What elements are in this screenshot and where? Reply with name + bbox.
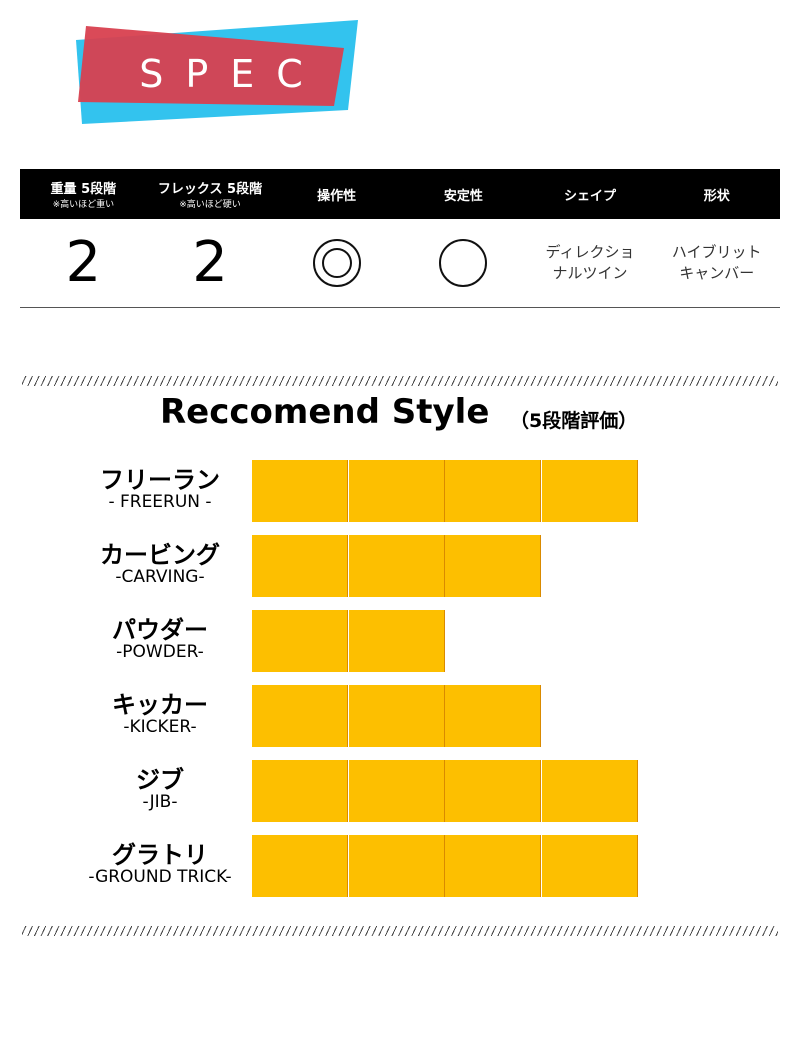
bar-segment (348, 460, 445, 522)
bar-segment (348, 760, 445, 822)
spec-header-label: 安定性 (443, 188, 483, 204)
category-label-en: -KICKER- (123, 717, 197, 737)
form-line1: ハイブリット (671, 243, 762, 261)
chart-title: Reccomend Style (160, 392, 490, 432)
bar-segment (541, 835, 638, 897)
chart-row: フリーラン - FREERUN - (0, 460, 800, 522)
bar-segment (445, 835, 541, 897)
bar-segment (541, 460, 638, 522)
bar-segment (252, 685, 348, 747)
chart-subtitle: （5段階評価） (510, 410, 638, 432)
category-label-jp: キッカー (112, 691, 208, 719)
spec-header: 操作性 (273, 169, 400, 219)
category-label-en: -GROUND TRICK- (88, 867, 232, 887)
category-label-jp: パウダー (112, 616, 208, 644)
spec-header: フレックス 5段階 ※高いほど硬い (147, 169, 274, 219)
logo-banner (76, 20, 358, 124)
bar-segment (252, 535, 348, 597)
spec-table: 重量 5段階 ※高いほど重い フレックス 5段階 ※高いほど硬い 操作性 安定性 シェイプ 形… (20, 169, 780, 308)
category-label-jp: カービング (100, 541, 220, 569)
chart-row: カービング -CARVING- (0, 535, 800, 597)
bar-segment (348, 835, 445, 897)
chart-row: キッカー -KICKER- (0, 685, 800, 747)
spec-header-label: 操作性 (317, 188, 357, 204)
bar-segment (445, 460, 541, 522)
category-label-en: - FREERUN - (108, 492, 212, 512)
bar-segment (348, 610, 445, 672)
category-label-en: -JIB- (142, 792, 178, 812)
bar-segment (252, 610, 348, 672)
spec-header: シェイプ (527, 169, 654, 219)
spec-header: 重量 5段階 ※高いほど重い (20, 169, 147, 219)
chart-row: ジブ -JIB- (0, 760, 800, 822)
spec-header: 形状 (653, 169, 780, 219)
bar-segment (445, 535, 541, 597)
bar-segment (348, 535, 445, 597)
weight-value: 2 (65, 230, 102, 295)
spec-header-label: 形状 (703, 188, 730, 204)
bar-segment (541, 760, 638, 822)
bar-segment (445, 685, 541, 747)
double-circle-icon (312, 239, 361, 287)
spec-header-label: フレックス 5段階 (157, 182, 263, 197)
bar-segment (252, 460, 348, 522)
hatch-divider (22, 926, 778, 936)
bar-segment (252, 760, 348, 822)
spec-header-note: ※高いほど硬い (179, 200, 241, 210)
flex-value: 2 (192, 230, 228, 295)
form-line2: キャンバー (679, 264, 755, 282)
shape-line2: ナルツイン (552, 264, 628, 282)
bar-segment (348, 685, 445, 747)
hatch-divider (22, 376, 778, 386)
spec-header-note: ※高いほど重い (52, 200, 115, 210)
chart-row: グラトリ -GROUND TRICK- (0, 835, 800, 897)
category-label-en: -POWDER- (116, 642, 204, 662)
chart-row: パウダー -POWDER- (0, 610, 800, 672)
circle-icon (439, 239, 488, 287)
category-label-jp: フリーラン (100, 466, 220, 494)
bar-segment (252, 835, 348, 897)
logo-text: SPEC (139, 52, 325, 96)
spec-header-label: シェイプ (564, 188, 617, 204)
spec-logo: SPEC (76, 18, 366, 128)
spec-header: 安定性 (400, 169, 527, 219)
shape-line1: ディレクショ (545, 243, 635, 261)
bar-segment (445, 760, 541, 822)
category-label-en: -CARVING- (115, 567, 205, 587)
category-label-jp: ジブ (136, 766, 184, 794)
spec-header-label: 重量 5段階 (50, 182, 117, 197)
category-label-jp: グラトリ (112, 841, 208, 869)
